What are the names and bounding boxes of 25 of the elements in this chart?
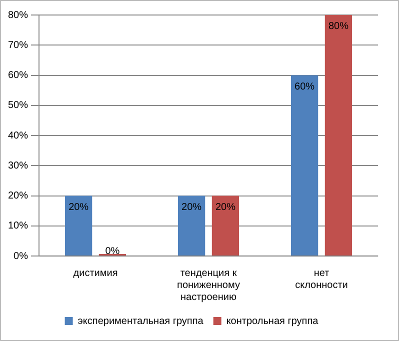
y-tick-label: 80% (8, 10, 28, 21)
bar (65, 196, 92, 256)
x-tick-label: тенденция к пониженному настроению (177, 268, 240, 303)
data-label: 0% (105, 246, 120, 257)
y-tick-label: 70% (8, 40, 28, 51)
legend-label: контрольная группа (226, 316, 319, 327)
data-label: 60% (294, 81, 315, 92)
x-tick-label: нет склонности (295, 268, 348, 291)
y-tick-label: 40% (8, 130, 28, 142)
y-tick-label: 50% (8, 100, 28, 112)
bar (324, 15, 352, 256)
data-label: 20% (182, 202, 202, 213)
x-tick-label: дистимия (73, 268, 118, 279)
y-tick-label: 60% (8, 70, 28, 81)
y-tick-label: 10% (8, 220, 28, 232)
bar (290, 75, 318, 256)
y-tick-label: 0% (14, 250, 28, 262)
data-label: 20% (215, 202, 236, 213)
bar (212, 196, 240, 256)
legend-label: экспериментальная группа (78, 316, 204, 327)
data-label: 20% (68, 202, 89, 213)
y-tick-label: 30% (8, 160, 28, 172)
data-label: 80% (328, 21, 349, 32)
bar (178, 196, 206, 256)
y-tick-label: 20% (8, 190, 28, 202)
